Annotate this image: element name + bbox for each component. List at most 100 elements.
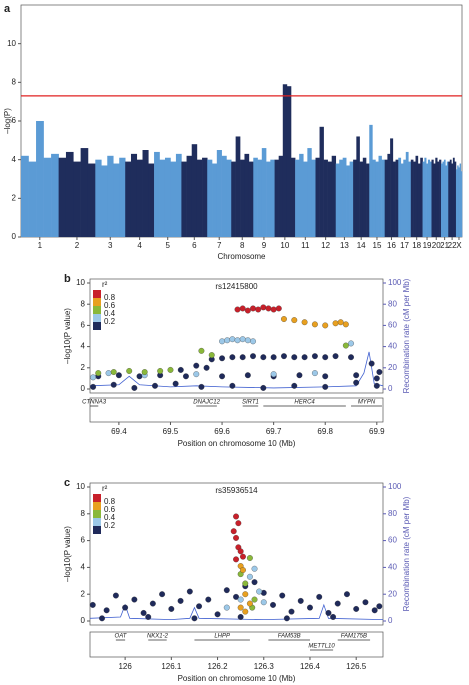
peak-column (410, 159, 414, 237)
snp-point (330, 614, 337, 620)
peak-column (439, 159, 442, 237)
peak-column (413, 161, 416, 237)
snp-point (311, 321, 318, 328)
peak-column (73, 161, 81, 237)
legend-label: 0.4 (104, 513, 116, 522)
y-axis-label: –log(P) (3, 108, 12, 134)
peak-column (353, 159, 357, 237)
peak-column (362, 157, 367, 237)
snp-point (322, 354, 329, 361)
snp-point (250, 305, 256, 312)
snp-point (362, 599, 369, 606)
y2-tick-label: 0 (388, 384, 393, 393)
y-tick-label: 10 (76, 278, 85, 287)
peak-column (299, 153, 304, 237)
snp-point (353, 372, 360, 379)
snp-point (353, 379, 360, 386)
snp-point (342, 321, 349, 328)
snp-point (152, 382, 158, 389)
peak-column (261, 148, 267, 237)
x-tick-label: 5 (165, 241, 170, 250)
x-tick-label: 126.2 (208, 662, 229, 671)
y-tick-label: 4 (81, 342, 86, 351)
gene-label: METTL10 (308, 644, 335, 650)
gene-box (89, 397, 384, 423)
snp-point (373, 382, 380, 389)
snp-point (246, 555, 253, 561)
peak-column (28, 161, 37, 237)
x-tick-label: 4 (137, 241, 142, 250)
peak-column (446, 161, 449, 237)
peak-column (80, 148, 89, 237)
peak-column (101, 165, 108, 237)
peak-column (323, 159, 328, 237)
peak-column (327, 161, 332, 237)
y-tick-label: 6 (12, 116, 17, 125)
snp-point (131, 384, 138, 391)
y2-tick-label: 100 (388, 278, 402, 287)
gene-label: FAM53B (278, 634, 301, 640)
peak-column (191, 144, 198, 237)
snp-point (250, 353, 256, 360)
peak-column (426, 163, 429, 237)
peak-column (359, 161, 364, 237)
peak-column (460, 171, 463, 237)
snp-point (344, 591, 350, 598)
y-tick-label: 2 (81, 363, 86, 372)
y-tick-label: 0 (81, 384, 86, 393)
x-tick-label: 69.4 (111, 427, 127, 436)
x-tick-label: 22 (448, 241, 457, 250)
snp-point (256, 588, 263, 595)
peak-column (433, 163, 436, 237)
peak-column (286, 86, 292, 237)
snp-point (334, 600, 341, 607)
snp-point (157, 368, 164, 374)
snp-point (337, 319, 344, 326)
chart-title: rs12415800 (215, 282, 258, 291)
x-tick-label: 18 (412, 241, 421, 250)
x-axis-label: Position on chromosome 10 (Mb) (178, 674, 296, 683)
peak-column (435, 157, 438, 237)
y-tick-label: 8 (81, 509, 86, 518)
peak-column (154, 151, 160, 237)
peak-column (36, 121, 44, 237)
peak-column (405, 151, 409, 237)
peak-column (231, 161, 236, 237)
peak-column (202, 157, 208, 237)
legend-swatch (93, 322, 101, 330)
peak-column (221, 155, 227, 237)
snp-point (233, 534, 239, 541)
peak-column (408, 161, 412, 237)
y-tick-label: 8 (81, 299, 86, 308)
peak-column (119, 157, 126, 237)
peak-column (427, 159, 431, 237)
x-tick-label: 126.3 (254, 662, 275, 671)
snp-point (229, 354, 236, 361)
snp-point (244, 307, 251, 314)
peak-column (244, 153, 250, 237)
snp-point (316, 593, 323, 600)
peak-column (266, 161, 271, 237)
snp-point (193, 371, 200, 378)
snp-point (234, 337, 241, 344)
y-tick-label: 0 (12, 232, 17, 241)
peak-column (226, 159, 232, 237)
peak-column (58, 157, 67, 237)
peak-column (282, 84, 288, 238)
peak-column (392, 161, 396, 237)
peak-column (452, 157, 455, 237)
snp-point (219, 338, 226, 345)
peak-column (148, 163, 155, 237)
y2-tick-label: 40 (388, 342, 397, 351)
y-tick-label: 6 (81, 321, 86, 330)
snp-point (260, 354, 267, 361)
peak-column (443, 159, 446, 237)
snp-point (229, 336, 236, 343)
peak-column (212, 163, 218, 237)
snp-point (110, 369, 117, 375)
snp-point (237, 548, 244, 555)
peak-column (429, 161, 432, 237)
peak-column (207, 159, 213, 237)
snp-point (186, 588, 193, 595)
snp-point (237, 604, 244, 611)
